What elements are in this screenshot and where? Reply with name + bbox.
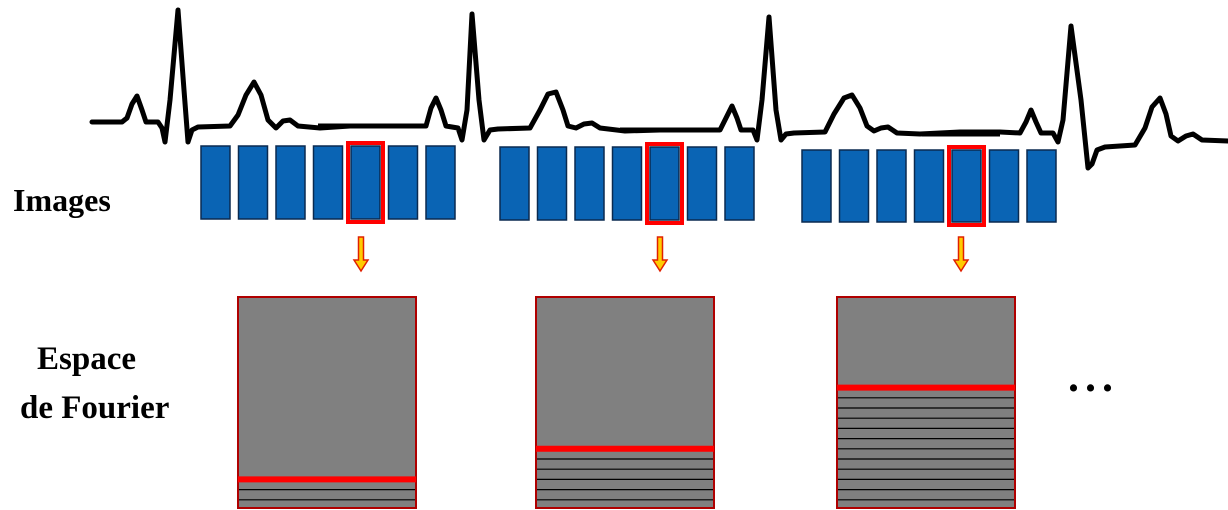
image-frames [200, 141, 1057, 227]
image-frame [200, 145, 231, 220]
images-label: Images [13, 182, 111, 218]
kspace-panels [237, 296, 1016, 509]
selected-frame-highlight [645, 142, 684, 225]
image-frame [237, 145, 269, 220]
down-arrow-icon [651, 236, 669, 273]
image-frame [574, 146, 605, 221]
kspace-label-line2: de Fourier [20, 390, 169, 426]
selected-frame-highlight [346, 141, 385, 224]
image-frame [838, 149, 870, 223]
image-frame [499, 146, 530, 221]
kspace-panel [237, 296, 417, 509]
image-frame [724, 146, 755, 221]
image-frame [425, 145, 456, 220]
kspace-label-line1: Espace [37, 341, 136, 377]
image-frame [611, 146, 643, 221]
image-frame [801, 149, 832, 223]
image-frame [988, 149, 1020, 223]
image-frame [913, 149, 945, 223]
kspace-panel [535, 296, 715, 509]
kspace-panel [836, 296, 1016, 509]
image-frame [649, 146, 680, 221]
selected-frame-highlight [947, 145, 986, 227]
down-arrow-icon [952, 236, 970, 273]
image-frame [275, 145, 306, 220]
image-frame [350, 145, 381, 220]
image-frame [387, 145, 419, 220]
down-arrow-icon [352, 236, 370, 273]
image-frame [686, 146, 718, 221]
ellipsis: ... [1068, 352, 1119, 401]
image-frame [951, 149, 982, 223]
image-frame [536, 146, 568, 221]
selection-arrows [352, 236, 970, 273]
image-frame [876, 149, 907, 223]
image-frame [1026, 149, 1057, 223]
image-frame [312, 145, 344, 220]
